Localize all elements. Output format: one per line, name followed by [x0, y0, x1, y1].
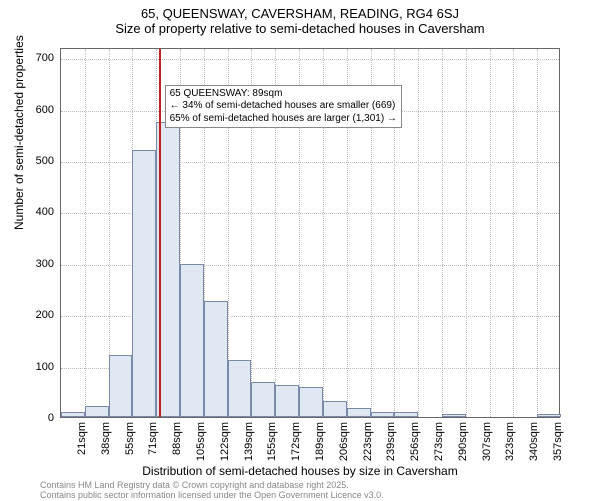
histogram-bar [109, 355, 133, 417]
histogram-bar [251, 382, 275, 417]
x-axis-label: Distribution of semi-detached houses by … [0, 464, 600, 478]
footer-attribution: Contains HM Land Registry data © Crown c… [40, 481, 384, 501]
y-tick-label: 700 [14, 52, 54, 64]
gridline-v [442, 49, 443, 417]
y-tick-label: 500 [14, 155, 54, 167]
histogram-bar [323, 401, 347, 417]
plot-area: 65 QUEENSWAY: 89sqm← 34% of semi-detache… [60, 48, 560, 418]
y-tick-label: 400 [14, 206, 54, 218]
histogram-bar [61, 412, 85, 417]
histogram-bar [180, 264, 204, 417]
annotation-line1: 65 QUEENSWAY: 89sqm [170, 88, 397, 101]
chart-title: 65, QUEENSWAY, CAVERSHAM, READING, RG4 6… [0, 0, 600, 36]
annotation-line3: 65% of semi-detached houses are larger (… [170, 113, 397, 126]
marker-line [159, 49, 161, 417]
chart-area: 65 QUEENSWAY: 89sqm← 34% of semi-detache… [60, 48, 560, 418]
gridline-v [418, 49, 419, 417]
y-tick-label: 200 [14, 309, 54, 321]
histogram-bar [347, 408, 371, 417]
y-tick-label: 0 [14, 412, 54, 424]
gridline-v [490, 49, 491, 417]
histogram-bar [275, 385, 299, 417]
gridline-v [466, 49, 467, 417]
footer-line2: Contains public sector information licen… [40, 491, 384, 501]
histogram-bar [537, 414, 561, 417]
histogram-bar [132, 150, 156, 417]
gridline-h [61, 59, 559, 60]
annotation-line2: ← 34% of semi-detached houses are smalle… [170, 100, 397, 113]
gridline-v [85, 49, 86, 417]
gridline-v [537, 49, 538, 417]
y-tick-label: 600 [14, 104, 54, 116]
y-tick-label: 100 [14, 361, 54, 373]
y-axis-label: Number of semi-detached properties [12, 35, 26, 230]
histogram-bar [442, 414, 466, 417]
gridline-v [513, 49, 514, 417]
histogram-bar [228, 360, 252, 417]
annotation-box: 65 QUEENSWAY: 89sqm← 34% of semi-detache… [165, 85, 402, 129]
histogram-bar [204, 301, 228, 417]
histogram-bar [394, 412, 418, 417]
y-tick-label: 300 [14, 258, 54, 270]
title-line1: 65, QUEENSWAY, CAVERSHAM, READING, RG4 6… [0, 6, 600, 21]
title-line2: Size of property relative to semi-detach… [0, 21, 600, 36]
histogram-bar [85, 406, 109, 417]
histogram-bar [371, 412, 395, 417]
histogram-bar [299, 387, 323, 417]
